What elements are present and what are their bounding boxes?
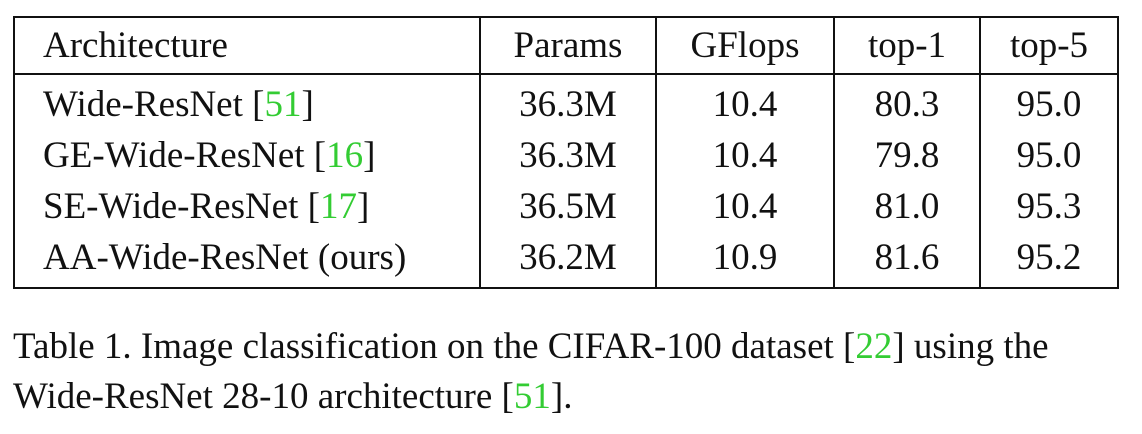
architecture-cell: SE-Wide-ResNet [17] bbox=[14, 181, 480, 232]
gflops-cell: 10.4 bbox=[655, 130, 834, 181]
citation-bracket-close: ] bbox=[356, 186, 370, 227]
gflops-cell: 10.9 bbox=[655, 232, 834, 288]
architecture-cell: GE-Wide-ResNet [16] bbox=[14, 130, 480, 181]
top1-cell: 80.3 bbox=[833, 74, 980, 130]
header-architecture: Architecture bbox=[14, 17, 480, 75]
top1-cell: 81.6 bbox=[833, 232, 980, 288]
architecture-cell: Wide-ResNet [51] bbox=[14, 74, 480, 130]
citation-link[interactable]: 17 bbox=[319, 186, 357, 227]
architecture-cell: AA-Wide-ResNet (ours) bbox=[14, 232, 480, 288]
table-header: Architecture Params GFlops top-1 top-5 bbox=[14, 17, 1118, 75]
caption-text-2: ] using the Wide-ResNet 28-10 architectu… bbox=[13, 326, 1049, 417]
architecture-name: Wide-ResNet bbox=[43, 84, 243, 125]
top5-cell: 95.0 bbox=[979, 74, 1118, 130]
citation-bracket-close: ] bbox=[301, 84, 314, 125]
header-row: Architecture Params GFlops top-1 top-5 bbox=[14, 17, 1118, 75]
header-top5: top-5 bbox=[979, 17, 1118, 75]
top5-cell: 95.2 bbox=[979, 232, 1118, 288]
top5-cell: 95.3 bbox=[979, 181, 1118, 232]
table-caption: Table 1. Image classification on the CIF… bbox=[13, 322, 1123, 422]
caption-text-1: Table 1. Image classification on the CIF… bbox=[13, 326, 856, 367]
header-gflops: GFlops bbox=[655, 17, 834, 75]
citation-link[interactable]: 16 bbox=[326, 135, 364, 176]
table-row: AA-Wide-ResNet (ours) 36.2M 10.9 81.6 95.2 bbox=[14, 232, 1118, 288]
architecture-name: GE-Wide-ResNet bbox=[43, 135, 305, 176]
gflops-cell: 10.4 bbox=[655, 181, 834, 232]
citation-bracket-open: [ bbox=[298, 186, 320, 227]
results-table: Architecture Params GFlops top-1 top-5 W… bbox=[13, 16, 1119, 289]
header-top1: top-1 bbox=[833, 17, 980, 75]
table-row: Wide-ResNet [51] 36.3M 10.4 80.3 95.0 bbox=[14, 74, 1118, 130]
table-row: SE-Wide-ResNet [17] 36.5M 10.4 81.0 95.3 bbox=[14, 181, 1118, 232]
table-row: GE-Wide-ResNet [16] 36.3M 10.4 79.8 95.0 bbox=[14, 130, 1118, 181]
caption-citation-link[interactable]: 51 bbox=[513, 376, 551, 417]
citation-bracket-open: [ bbox=[304, 135, 327, 176]
top1-cell: 79.8 bbox=[833, 130, 980, 181]
caption-citation-link[interactable]: 22 bbox=[855, 326, 893, 367]
caption-text-3: ]. bbox=[550, 376, 573, 417]
citation-bracket-close: ] bbox=[363, 135, 376, 176]
params-cell: 36.3M bbox=[479, 74, 656, 130]
params-cell: 36.5M bbox=[479, 181, 656, 232]
architecture-name: SE-Wide-ResNet bbox=[43, 186, 299, 227]
citation-bracket-open: [ bbox=[242, 84, 265, 125]
header-params: Params bbox=[479, 17, 656, 75]
top5-cell: 95.0 bbox=[979, 130, 1118, 181]
gflops-cell: 10.4 bbox=[655, 74, 834, 130]
top1-cell: 81.0 bbox=[833, 181, 980, 232]
table-body: Wide-ResNet [51] 36.3M 10.4 80.3 95.0 GE-Wide… bbox=[14, 74, 1118, 288]
params-cell: 36.3M bbox=[479, 130, 656, 181]
params-cell: 36.2M bbox=[479, 232, 656, 288]
citation-link[interactable]: 51 bbox=[264, 84, 302, 125]
architecture-name: AA-Wide-ResNet (ours) bbox=[43, 237, 407, 278]
